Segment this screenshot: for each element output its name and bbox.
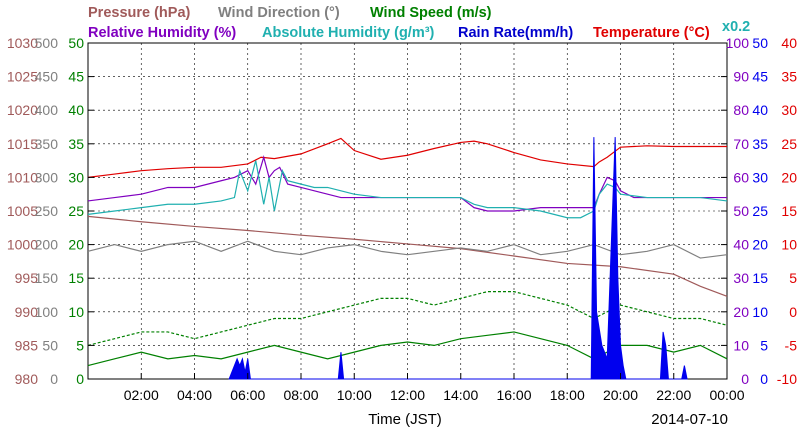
legend-wind-direction: Wind Direction (°) <box>218 5 340 21</box>
tick-wind-direction: 500 <box>35 35 59 51</box>
legend-abs-scale: x0.2 <box>722 19 750 35</box>
tick-wind-direction: 450 <box>35 69 59 85</box>
tick-pressure: 1005 <box>7 203 38 219</box>
tick-temperature: -5 <box>785 337 798 353</box>
tick-rain-rate: 20 <box>752 237 768 253</box>
tick-wind-direction: 0 <box>50 371 58 387</box>
tick-pressure: 1000 <box>7 237 38 253</box>
tick-pressure: 1015 <box>7 136 38 152</box>
x-tick-label: 02:00 <box>124 387 159 403</box>
tick-wind-direction: 200 <box>35 237 59 253</box>
tick-wind-speed: 0 <box>76 371 84 387</box>
series-rain-rate-mm-h <box>228 137 688 380</box>
tick-pressure: 1020 <box>7 102 38 118</box>
tick-temperature: 10 <box>781 237 797 253</box>
tick-humidity: 30 <box>733 270 749 286</box>
x-tick-label: 08:00 <box>283 387 318 403</box>
tick-wind-speed: 15 <box>68 270 84 286</box>
tick-humidity: 100 <box>726 35 750 51</box>
tick-wind-speed: 40 <box>68 102 84 118</box>
x-tick-label: 04:00 <box>177 387 212 403</box>
legend-wind-speed: Wind Speed (m/s) <box>370 5 492 21</box>
tick-pressure: 980 <box>15 371 39 387</box>
tick-humidity: 20 <box>733 304 749 320</box>
tick-humidity: 0 <box>741 371 749 387</box>
tick-rain-rate: 25 <box>752 203 768 219</box>
series-group <box>87 137 728 380</box>
tick-temperature: 40 <box>781 35 797 51</box>
tick-humidity: 60 <box>733 169 749 185</box>
x-tick-label: 18:00 <box>550 387 585 403</box>
tick-wind-direction: 400 <box>35 102 59 118</box>
legend-rain-rate: Rain Rate(mm/h) <box>458 25 573 41</box>
tick-temperature: 35 <box>781 69 797 85</box>
tick-wind-direction: 100 <box>35 304 59 320</box>
tick-temperature: 5 <box>789 270 797 286</box>
tick-pressure: 990 <box>15 304 39 320</box>
tick-humidity: 50 <box>733 203 749 219</box>
tick-wind-speed: 25 <box>68 203 84 219</box>
tick-wind-speed: 20 <box>68 237 84 253</box>
tick-rain-rate: 40 <box>752 102 768 118</box>
tick-rain-rate: 30 <box>752 169 768 185</box>
tick-rain-rate: 45 <box>752 69 768 85</box>
legend-absolute-humidity: Absolute Humidity (g/m³) <box>262 25 435 41</box>
tick-wind-speed: 50 <box>68 35 84 51</box>
tick-pressure: 1025 <box>7 69 38 85</box>
tick-rain-rate: 50 <box>752 35 768 51</box>
date-label: 2014-07-10 <box>651 411 728 428</box>
x-tick-label: 22:00 <box>656 387 691 403</box>
x-tick-label: 20:00 <box>603 387 638 403</box>
tick-pressure: 1010 <box>7 169 38 185</box>
tick-temperature: -10 <box>777 371 797 387</box>
x-tick-label: 14:00 <box>443 387 478 403</box>
x-axis-label: Time (JST) <box>368 411 442 428</box>
tick-temperature: 20 <box>781 169 797 185</box>
legend-temperature: Temperature (°C) <box>593 25 710 41</box>
tick-wind-speed: 5 <box>76 337 84 353</box>
series-absolute-humidity-g-m <box>87 160 728 219</box>
tick-wind-direction: 350 <box>35 136 59 152</box>
tick-humidity: 80 <box>733 102 749 118</box>
x-tick-label: 10:00 <box>337 387 372 403</box>
tick-wind-speed: 30 <box>68 169 84 185</box>
series-wind-direction <box>87 240 728 259</box>
tick-pressure: 985 <box>15 337 39 353</box>
series-wind-speed-gust-m-s <box>87 291 728 346</box>
tick-rain-rate: 5 <box>760 337 768 353</box>
tick-rain-rate: 0 <box>760 371 768 387</box>
axes-group: 9809859909951000100510101015102010251030… <box>7 35 797 403</box>
tick-wind-speed: 45 <box>68 69 84 85</box>
tick-rain-rate: 10 <box>752 304 768 320</box>
tick-humidity: 90 <box>733 69 749 85</box>
tick-humidity: 10 <box>733 337 749 353</box>
tick-wind-direction: 150 <box>35 270 59 286</box>
tick-temperature: 25 <box>781 136 797 152</box>
tick-temperature: 30 <box>781 102 797 118</box>
tick-wind-direction: 300 <box>35 169 59 185</box>
series-temperature-c <box>87 137 727 178</box>
x-tick-label: 06:00 <box>230 387 265 403</box>
tick-temperature: 15 <box>781 203 797 219</box>
x-tick-label: 16:00 <box>496 387 531 403</box>
x-tick-label: 12:00 <box>390 387 425 403</box>
series-pressure-hpa <box>87 215 728 297</box>
tick-pressure: 995 <box>15 270 39 286</box>
tick-pressure: 1030 <box>7 35 38 51</box>
tick-rain-rate: 35 <box>752 136 768 152</box>
tick-rain-rate: 15 <box>752 270 768 286</box>
tick-humidity: 40 <box>733 237 749 253</box>
grid <box>88 43 727 379</box>
tick-wind-speed: 10 <box>68 304 84 320</box>
legend-relative-humidity: Relative Humidity (%) <box>88 25 236 41</box>
tick-wind-speed: 35 <box>68 136 84 152</box>
tick-humidity: 70 <box>733 136 749 152</box>
tick-temperature: 0 <box>789 304 797 320</box>
tick-wind-direction: 50 <box>42 337 58 353</box>
tick-wind-direction: 250 <box>35 203 59 219</box>
legend-pressure: Pressure (hPa) <box>88 5 191 21</box>
x-tick-label: 00:00 <box>709 387 744 403</box>
